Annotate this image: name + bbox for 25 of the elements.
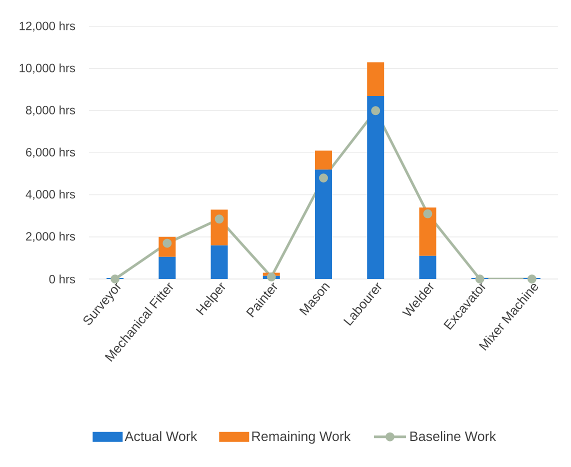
- y-tick-label: 8,000 hrs: [26, 106, 76, 116]
- y-tick-label: 0 hrs: [49, 274, 76, 284]
- bar: [210, 245, 228, 279]
- point: [319, 174, 328, 182]
- legend-label: Actual Work: [124, 431, 198, 442]
- point: [423, 209, 432, 218]
- y-tick-label: 12,000 hrs: [20, 21, 76, 32]
- legend-label: Baseline Work: [410, 431, 496, 442]
- bar: [367, 96, 384, 279]
- bar: [210, 210, 228, 246]
- point: [214, 214, 224, 224]
- bar: [315, 150, 332, 170]
- point: [371, 106, 380, 116]
- bar: [419, 207, 436, 256]
- point: [266, 272, 276, 282]
- legend-label: Remaining Work: [252, 431, 351, 444]
- bar: [367, 62, 384, 96]
- bar: [315, 170, 332, 279]
- y-tick-label: 10,000 hrs: [20, 63, 76, 74]
- bar: [158, 256, 176, 279]
- point: [527, 274, 536, 284]
- y-tick-label: 2,000 hrs: [26, 232, 76, 242]
- y-tick-label: 6,000 hrs: [26, 148, 76, 158]
- y-tick-label: 4,000 hrs: [26, 190, 76, 200]
- bar: [419, 256, 436, 279]
